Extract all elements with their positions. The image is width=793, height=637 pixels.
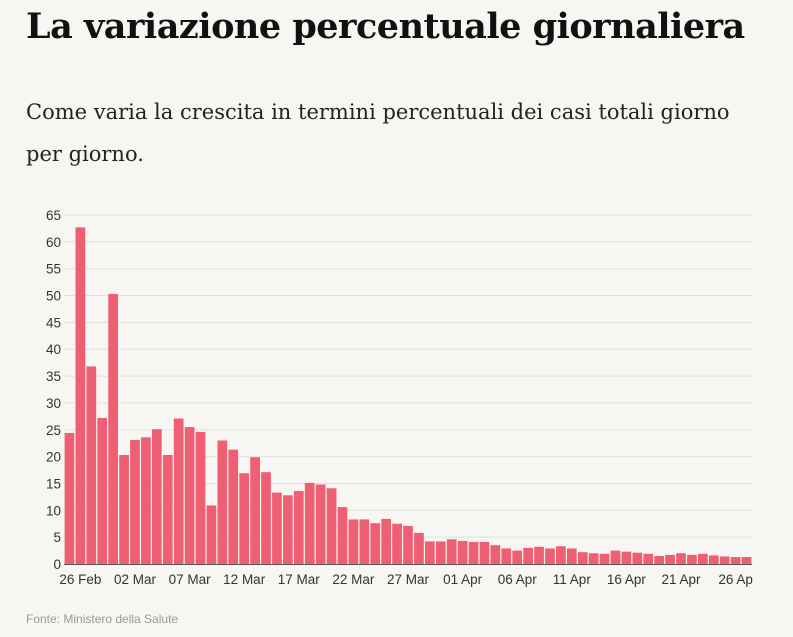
bar xyxy=(577,552,588,564)
bar xyxy=(381,518,392,564)
bar xyxy=(206,505,217,564)
bar xyxy=(86,366,97,564)
x-tick-label: 26 Ap xyxy=(718,572,753,587)
x-axis-ticks: 26 Feb 02 Mar 07 Mar 12 Mar 17 Mar 22 Mar 27 M… xyxy=(59,572,753,587)
bar xyxy=(283,495,293,564)
y-tick-label: 5 xyxy=(53,530,61,545)
bar xyxy=(173,418,184,564)
bar xyxy=(599,553,610,564)
bar xyxy=(97,417,108,564)
bar xyxy=(75,227,86,564)
bar-chart: 0 5 10 15 20 25 30 35 40 45 50 55 60 65 26 Feb 02 Mar 0… xyxy=(46,208,753,587)
bar xyxy=(697,553,708,564)
bar xyxy=(315,484,326,564)
bar xyxy=(130,439,140,564)
x-tick-label: 02 Mar xyxy=(114,572,157,587)
bar xyxy=(359,519,370,564)
x-tick-label: 01 Apr xyxy=(443,572,483,587)
bar xyxy=(403,525,413,564)
y-tick-label: 40 xyxy=(46,342,61,357)
bar xyxy=(119,455,129,564)
bar xyxy=(272,492,282,564)
bar xyxy=(195,431,206,564)
y-tick-label: 30 xyxy=(46,396,61,411)
y-tick-label: 15 xyxy=(46,476,61,491)
bar xyxy=(370,523,381,564)
y-tick-label: 50 xyxy=(46,289,61,304)
bar xyxy=(708,555,719,564)
bar xyxy=(304,482,315,564)
bar xyxy=(556,546,566,564)
bar xyxy=(293,490,304,564)
bar xyxy=(512,550,523,564)
y-tick-label: 60 xyxy=(46,235,61,250)
y-tick-label: 45 xyxy=(46,315,61,330)
y-tick-label: 25 xyxy=(46,423,61,438)
bar xyxy=(534,546,544,564)
x-tick-label: 17 Mar xyxy=(278,572,321,587)
bars xyxy=(64,227,752,564)
bar xyxy=(654,555,665,564)
bar xyxy=(730,557,741,564)
bar xyxy=(348,519,359,564)
bar xyxy=(228,449,239,564)
bar xyxy=(566,548,577,564)
bar xyxy=(250,457,260,564)
y-tick-label: 0 xyxy=(53,557,61,572)
bar xyxy=(337,507,348,564)
x-tick-label: 21 Apr xyxy=(662,572,702,587)
bar xyxy=(141,437,151,564)
bar xyxy=(545,548,555,564)
x-tick-label: 26 Feb xyxy=(59,572,101,587)
bar xyxy=(741,557,752,564)
bar xyxy=(676,553,686,564)
bar xyxy=(239,473,250,564)
bar xyxy=(610,550,621,564)
y-tick-label: 35 xyxy=(46,369,61,384)
bar xyxy=(108,293,119,564)
x-tick-label: 22 Mar xyxy=(332,572,375,587)
bar xyxy=(261,472,271,564)
bar xyxy=(501,548,512,564)
y-tick-label: 20 xyxy=(46,450,61,465)
bar xyxy=(468,541,479,564)
chart-subtitle: Come varia la crescita in termini percen… xyxy=(26,100,730,166)
y-axis-ticks: 0 5 10 15 20 25 30 35 40 45 50 55 60 65 xyxy=(46,208,61,572)
bar xyxy=(687,554,697,564)
bar xyxy=(326,488,337,564)
bar xyxy=(719,556,730,564)
y-tick-label: 10 xyxy=(46,503,61,518)
x-tick-label: 06 Apr xyxy=(498,572,538,587)
bar xyxy=(414,532,424,564)
chart-title: La variazione percentuale giornaliera xyxy=(26,6,745,47)
bar xyxy=(479,541,490,564)
bar xyxy=(435,541,446,564)
bar xyxy=(446,539,457,564)
bar xyxy=(632,552,643,564)
x-tick-label: 27 Mar xyxy=(387,572,430,587)
source-note: Fonte: Ministero della Salute xyxy=(26,612,179,626)
bar xyxy=(392,523,402,564)
bar xyxy=(621,551,632,564)
y-tick-label: 55 xyxy=(46,262,61,277)
bar xyxy=(643,553,654,564)
x-tick-label: 16 Apr xyxy=(607,572,647,587)
bar xyxy=(162,455,173,564)
bar xyxy=(64,432,75,564)
bar xyxy=(665,554,675,564)
bar xyxy=(523,547,533,564)
x-tick-label: 07 Mar xyxy=(169,572,212,587)
bar xyxy=(457,540,468,564)
bar xyxy=(424,541,435,564)
bar xyxy=(151,429,162,564)
x-tick-label: 11 Apr xyxy=(553,572,592,587)
bar xyxy=(588,553,599,564)
bar xyxy=(184,427,195,564)
y-tick-label: 65 xyxy=(46,208,61,223)
bar xyxy=(490,545,501,564)
bar xyxy=(217,440,228,564)
x-tick-label: 12 Mar xyxy=(223,572,266,587)
